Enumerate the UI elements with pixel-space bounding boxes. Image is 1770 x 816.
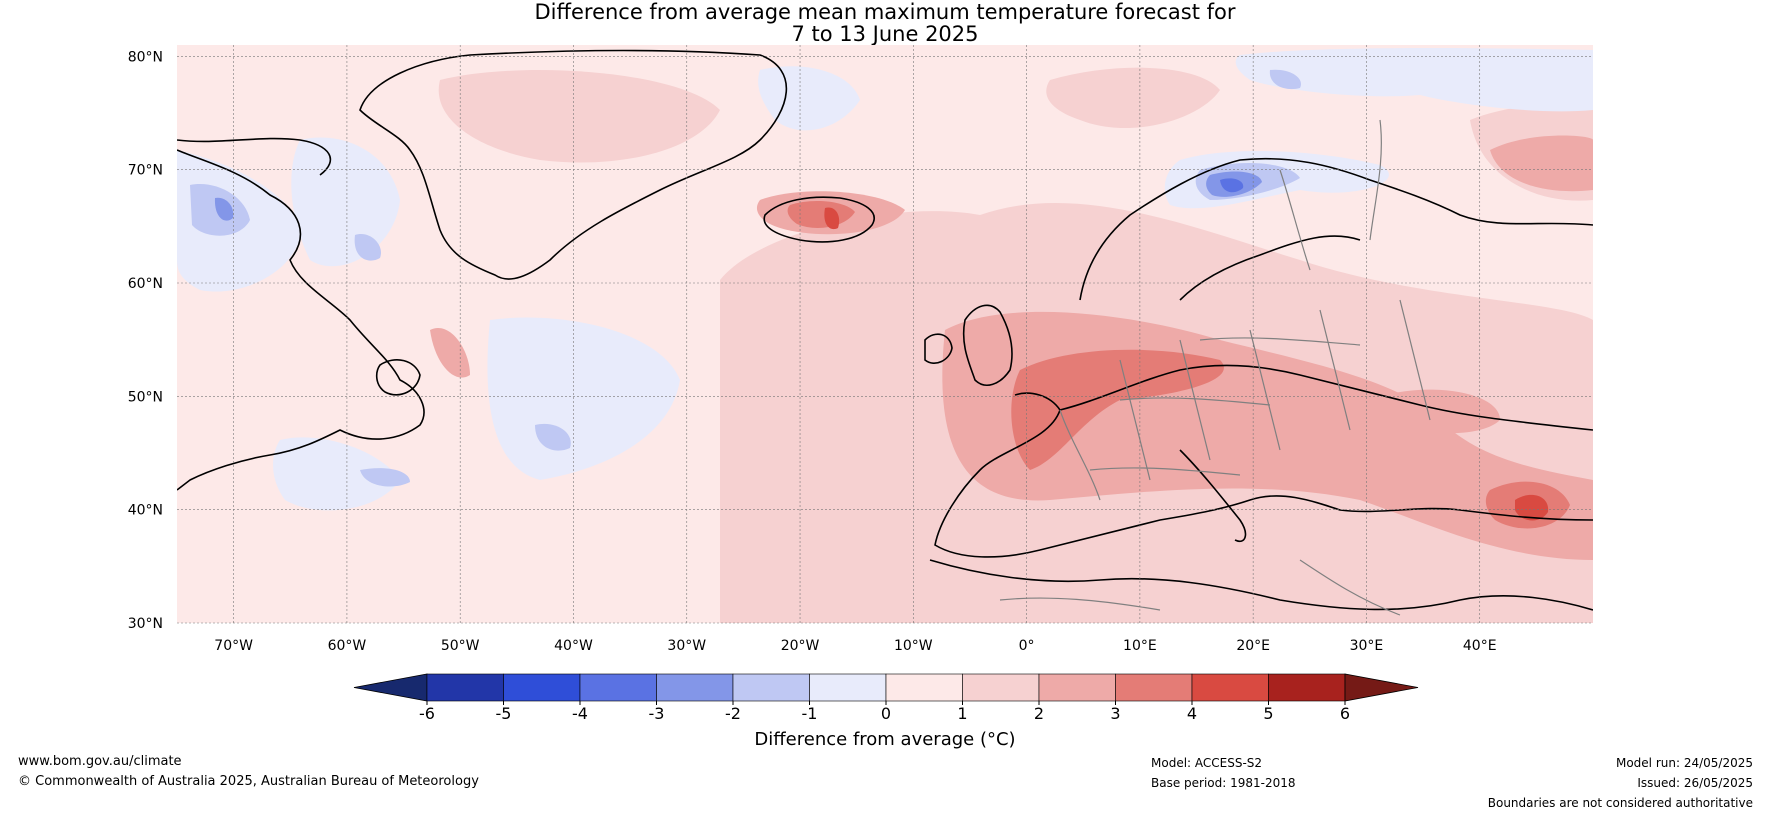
colorbar-segment (426, 673, 504, 702)
colorbar-tick-label: -6 (419, 704, 435, 723)
colorbar-segment (1038, 673, 1116, 702)
colorbar-segment (503, 673, 581, 702)
issued-text: Issued: 26/05/2025 (1637, 776, 1753, 790)
colorbar-tick-label: 2 (1034, 704, 1044, 723)
website-text: www.bom.gov.au/climate (18, 754, 182, 769)
colorbar-tick-label: -2 (725, 704, 741, 723)
chart-title-line1: Difference from average mean maximum tem… (534, 0, 1236, 24)
lat-label: 50°N (128, 389, 163, 405)
graticule (177, 45, 1593, 624)
lat-label: 40°N (128, 503, 163, 519)
colorbar-segment (732, 673, 810, 702)
lon-label: 20°E (1236, 638, 1270, 654)
colorbar-segment (1191, 673, 1269, 702)
lon-label: 10°W (894, 638, 933, 654)
lon-label: 50°W (441, 638, 480, 654)
coastlines (177, 49, 1593, 611)
colorbar-tick-label: 0 (881, 704, 891, 723)
colorbar-segment (579, 673, 657, 702)
colorbar-label: Difference from average (°C) (754, 729, 1016, 750)
colorbar-segment (1115, 673, 1193, 702)
model-text: Model: ACCESS-S2 (1151, 756, 1263, 770)
colorbar-segment (809, 673, 887, 702)
lon-label: 60°W (328, 638, 367, 654)
lon-label: 0° (1019, 638, 1035, 654)
lon-label: 70°W (214, 638, 253, 654)
colorbar-high-extend (1344, 673, 1419, 702)
colorbar: -6 -5 -4 -3 -2 -1 0 1 2 3 4 5 6 (353, 673, 1419, 723)
colorbar-segment (885, 673, 963, 702)
chart-title-line2: 7 to 13 June 2025 (791, 22, 979, 46)
lat-label: 80°N (128, 49, 163, 65)
colorbar-segment (1268, 673, 1346, 702)
latitude-labels: 80°N 70°N 60°N 50°N 40°N 30°N (128, 49, 163, 632)
model-run-text: Model run: 24/05/2025 (1615, 756, 1753, 770)
colorbar-tick-label: -3 (649, 704, 665, 723)
lon-label: 40°W (554, 638, 593, 654)
lon-label: 40°E (1463, 638, 1497, 654)
colorbar-segment (962, 673, 1040, 702)
colorbar-segment (656, 673, 734, 702)
colorbar-tick-label: 4 (1187, 704, 1197, 723)
colorbar-tick-label: -4 (572, 704, 588, 723)
base-period-text: Base period: 1981-2018 (1151, 776, 1296, 790)
lon-label: 10°E (1123, 638, 1157, 654)
lat-label: 30°N (128, 616, 163, 632)
lon-label: 20°W (781, 638, 820, 654)
lat-label: 70°N (128, 163, 163, 179)
lon-label: 30°W (667, 638, 706, 654)
colorbar-tick-label: -1 (802, 704, 818, 723)
anomaly-field (177, 45, 1593, 623)
longitude-labels: 70°W 60°W 50°W 40°W 30°W 20°W 10°W 0° 10°E 20°E 30… (214, 638, 1496, 654)
colorbar-tick-label: 6 (1340, 704, 1350, 723)
lon-label: 30°E (1350, 638, 1384, 654)
disclaimer-text: Boundaries are not considered authoritat… (1487, 796, 1753, 810)
colorbar-tick-label: 1 (957, 704, 967, 723)
copyright-text: © Commonwealth of Australia 2025, Austra… (18, 774, 479, 789)
country-borders (999, 119, 1431, 616)
colorbar-tick-label: 3 (1110, 704, 1120, 723)
colorbar-tick-label: -5 (496, 704, 512, 723)
lat-label: 60°N (128, 276, 163, 292)
colorbar-tick-label: 5 (1263, 704, 1273, 723)
colorbar-low-extend (353, 673, 428, 702)
